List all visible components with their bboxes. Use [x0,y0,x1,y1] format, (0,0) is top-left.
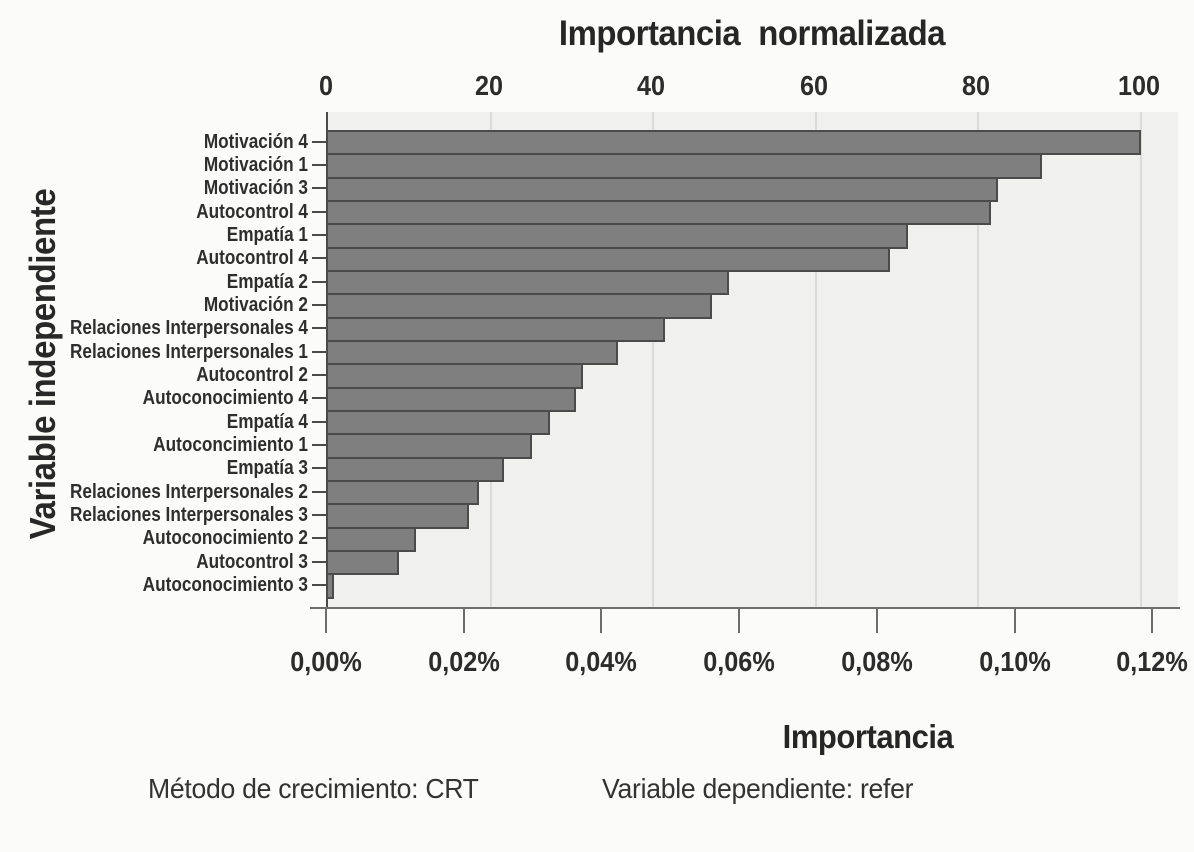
gridline [652,112,655,608]
y-axis-tick [312,490,326,493]
category-label: Relaciones Interpersonales 1 [69,340,308,363]
category-label: Empatía 3 [226,457,308,480]
top-axis-tick-label: 100 [1117,70,1161,101]
bar-empatía-4 [328,409,550,436]
y-axis-tick [312,560,326,563]
bar-autocontrol-3 [328,549,399,576]
bar-motivación-2 [328,293,712,319]
bottom-axis-tick [325,609,327,633]
category-label: Autocontrol 2 [196,363,308,386]
bottom-axis-line [310,607,1180,609]
y-axis-tick [312,350,326,353]
category-label: Motivación 4 [203,130,308,153]
y-axis-tick [312,443,326,446]
y-axis-tick [312,257,326,260]
y-axis-tick [312,583,326,586]
top-axis-title: Importancia normalizada [558,14,946,53]
bar-empatía-3 [328,456,504,482]
footnote-growth-method: Método de crecimiento: CRT [148,773,479,804]
category-label: Motivación 1 [203,153,308,176]
y-axis-tick [312,513,326,516]
bottom-axis-tick [738,609,741,633]
bar-autoconocimiento-3 [328,573,334,599]
bar-autoconcimiento-1 [328,433,533,459]
bar-autocontrol-2 [328,363,584,389]
y-axis-tick [312,280,326,283]
bottom-axis-tick [875,609,878,633]
bar-autoconocimiento-2 [328,526,416,552]
bar-autoconocimiento-4 [328,386,576,412]
y-axis-tick [312,373,326,376]
bottom-axis-tick [600,609,603,633]
bottom-axis-tick-label: 0,08% [841,646,913,677]
bottom-axis-tick-label: 0,12% [1116,646,1188,677]
top-axis-tick-label: 60 [799,70,828,101]
bar-motivación-3 [328,176,998,202]
bottom-axis-title: Importancia [782,718,954,755]
category-label: Motivación 3 [203,177,308,200]
bottom-axis-tick-label: 0,02% [427,646,500,677]
y-axis-tick [312,327,326,330]
gridline [1140,112,1142,608]
bar-empatía-2 [328,269,729,296]
y-axis-tick [312,420,326,423]
bar-relaciones-interpersonales-4 [328,316,666,342]
category-label: Empatía 1 [226,223,308,246]
category-label: Relaciones Interpersonales 4 [69,317,308,340]
category-label: Autoconocimiento 3 [142,573,308,596]
category-label: Autocontrol 4 [196,247,308,270]
category-label: Autocontrol 3 [196,550,308,573]
category-label: Empatía 2 [226,270,308,293]
footnote-dependent-variable: Variable dependiente: refer [602,773,914,804]
bar-motivación-1 [328,153,1042,179]
category-label: Motivación 2 [203,293,308,316]
y-axis-tick [312,233,326,236]
top-axis-tick-label: 20 [474,70,503,101]
bottom-axis-tick-label: 0,10% [978,646,1051,677]
bar-relaciones-interpersonales-1 [328,339,619,366]
bottom-axis-tick-label: 0,06% [703,646,775,677]
y-axis-tick [312,467,326,470]
bar-relaciones-interpersonales-2 [328,479,480,506]
category-label: Autoconocimiento 4 [142,387,308,410]
gridline [977,112,980,608]
category-label: Relaciones Interpersonales 3 [69,503,308,526]
category-label: Autoconcimiento 1 [153,433,308,456]
gridline [814,112,817,608]
bar-relaciones-interpersonales-3 [328,503,469,529]
y-axis-tick [312,303,326,306]
bottom-axis-tick [462,609,465,633]
bar-motivación-4 [328,130,1141,156]
bar-empatía-1 [328,223,909,249]
bottom-axis-tick [1151,609,1154,633]
y-axis-tick [312,537,326,540]
bar-autocontrol-4 [328,246,890,272]
top-axis-tick-label: 80 [962,70,991,101]
y-axis-tick [312,187,326,190]
bottom-axis-tick [1013,609,1016,633]
y-axis-tick [312,397,326,400]
plot-area [326,112,1178,608]
category-label: Autocontrol 4 [196,200,308,223]
bottom-axis-tick-label: 0,00% [290,646,362,677]
y-axis-tick [312,210,326,213]
y-axis-tick [312,140,326,143]
top-axis-tick-label: 0 [318,70,334,101]
category-label: Autoconocimiento 2 [142,527,308,550]
y-axis-tick [312,163,326,166]
category-label: Empatía 4 [226,410,308,433]
top-axis-tick-label: 40 [637,70,666,101]
category-label: Relaciones Interpersonales 2 [69,480,308,503]
bottom-axis-tick-label: 0,04% [565,646,638,677]
bar-autocontrol-4 [328,199,991,226]
